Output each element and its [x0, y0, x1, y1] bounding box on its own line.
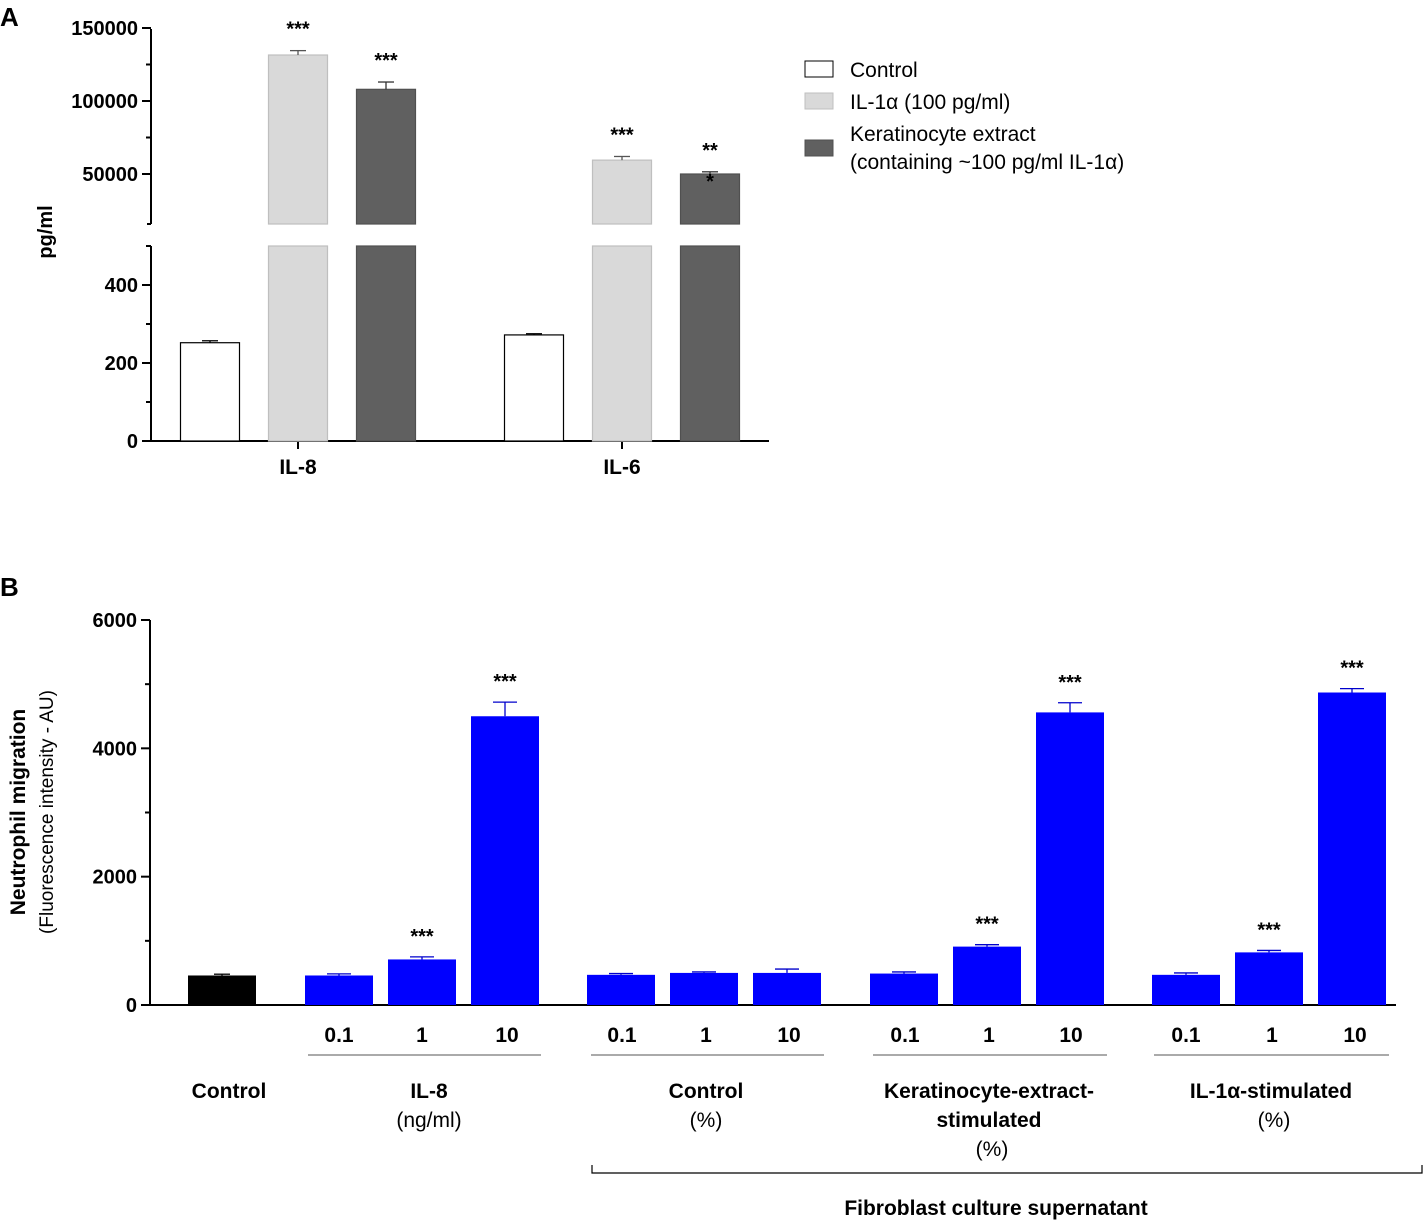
dose-label: 0.1 — [324, 1024, 354, 1047]
bar — [1152, 974, 1220, 1005]
panel-b-y-axis-subtitle: (Fluorescence intensity - AU) — [37, 690, 58, 934]
bar — [388, 959, 456, 1005]
panel-b-control-label: Control — [192, 1080, 267, 1103]
bar — [179, 342, 241, 442]
bar — [1318, 692, 1386, 1005]
bar-lower-segment — [267, 245, 329, 442]
significance-marker: *** — [975, 914, 999, 936]
legend-swatch-keratinocyte — [804, 139, 834, 157]
group-label: Control — [669, 1080, 744, 1103]
bar — [471, 716, 539, 1005]
bar — [503, 334, 565, 442]
bar — [753, 972, 821, 1005]
group-label: IL-8 — [410, 1080, 448, 1103]
significance-marker: ** — [702, 140, 718, 162]
y-tick-label: 200 — [105, 353, 138, 375]
dose-label: 1 — [700, 1024, 712, 1047]
significance-marker: *** — [1058, 672, 1082, 694]
bar — [587, 974, 655, 1005]
panel-b-y-axis-title: Neutrophil migration — [7, 709, 30, 916]
group-sublabel: (%) — [1258, 1109, 1291, 1132]
panel-a-label: A — [0, 2, 19, 32]
dose-label: 10 — [1059, 1024, 1082, 1047]
legend-swatch-control — [804, 60, 834, 78]
bar-upper-segment — [679, 173, 741, 225]
y-tick-label: 400 — [105, 275, 138, 297]
legend-swatch-il1a — [804, 92, 834, 110]
significance-marker: *** — [1340, 658, 1364, 680]
bar-upper-segment — [591, 159, 653, 225]
bar — [305, 975, 373, 1005]
significance-marker: *** — [1257, 919, 1281, 941]
y-tick-label: 50000 — [82, 164, 138, 186]
group-label: Keratinocyte-extract- — [884, 1080, 1094, 1103]
bar-upper-segment — [267, 54, 329, 225]
group-label-line2: stimulated — [936, 1109, 1041, 1132]
y-tick-label: 4000 — [93, 738, 138, 760]
dose-label: 1 — [1266, 1024, 1278, 1047]
significance-marker: *** — [374, 50, 398, 72]
group-sublabel: (%) — [690, 1109, 723, 1132]
dose-label: 1 — [983, 1024, 995, 1047]
y-tick-label: 6000 — [93, 610, 138, 632]
legend-label: IL-1α (100 pg/ml) — [850, 91, 1010, 114]
group-label: IL-1α-stimulated — [1190, 1080, 1352, 1103]
chart-marks: 500001000001500000200400************0200… — [71, 18, 1396, 1056]
y-tick-label: 2000 — [93, 867, 138, 889]
dose-label: 0.1 — [607, 1024, 637, 1047]
bar-lower-segment — [591, 245, 653, 442]
dose-label: 10 — [495, 1024, 518, 1047]
panel-b-label: B — [0, 572, 19, 602]
bar — [1235, 952, 1303, 1005]
bar-lower-segment — [355, 245, 417, 442]
group-sublabel: (%) — [976, 1138, 1009, 1161]
panel-a-y-axis-title: pg/ml — [35, 205, 57, 258]
bar — [870, 973, 938, 1005]
bar-upper-segment — [355, 88, 417, 225]
significance-marker: * — [706, 171, 714, 193]
fibroblast-bracket-label: Fibroblast culture supernatant — [844, 1197, 1147, 1220]
fibroblast-bracket — [591, 1165, 1423, 1174]
legend-label: (containing ~100 pg/ml IL-1α) — [850, 151, 1124, 174]
group-sublabel: (ng/ml) — [396, 1109, 461, 1132]
panel-a-category-label: IL-6 — [603, 456, 640, 479]
significance-marker: *** — [493, 671, 517, 693]
bar-lower-segment — [679, 245, 741, 442]
legend-label: Control — [850, 59, 918, 82]
bar — [670, 972, 738, 1005]
legend-label: Keratinocyte extract — [850, 123, 1036, 146]
y-tick-label: 0 — [126, 995, 137, 1017]
control-bar — [188, 975, 256, 1005]
y-tick-label: 0 — [127, 431, 138, 453]
dose-label: 10 — [777, 1024, 800, 1047]
dose-label: 10 — [1343, 1024, 1366, 1047]
significance-marker: *** — [610, 124, 634, 146]
bar — [1036, 712, 1104, 1005]
bar — [953, 946, 1021, 1005]
significance-marker: *** — [286, 19, 310, 41]
panel-a-category-label: IL-8 — [279, 456, 317, 479]
y-tick-label: 150000 — [71, 18, 138, 40]
y-tick-label: 100000 — [71, 91, 138, 113]
panel-a-legend: Control IL-1α (100 pg/ml) Keratinocyte e… — [804, 59, 1124, 174]
dose-label: 1 — [416, 1024, 428, 1047]
significance-marker: *** — [410, 926, 434, 948]
dose-label: 0.1 — [1171, 1024, 1201, 1047]
dose-label: 0.1 — [890, 1024, 920, 1047]
